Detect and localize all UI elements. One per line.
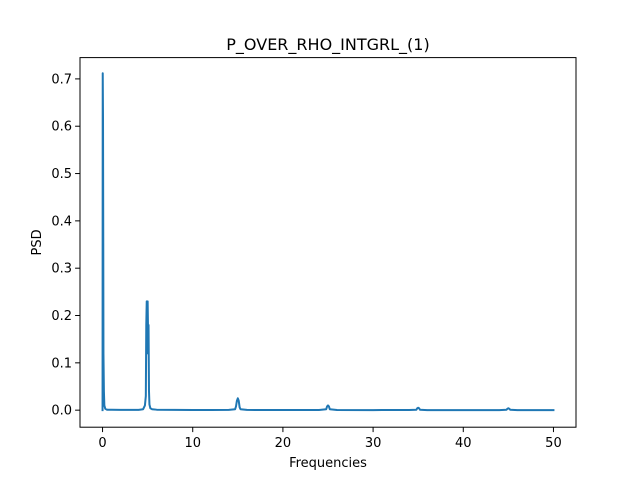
y-tick-label: 0.5: [51, 167, 72, 182]
axes-layer: 0 10 20 30 40 50 0.0 0.1 0.2 0.3 0.4 0.5 0.6 0.7: [51, 72, 561, 451]
x-tick-label: 10: [184, 436, 201, 451]
plot-frame: [79, 57, 577, 428]
x-tick-label: 50: [545, 436, 562, 451]
series-line-0: [101, 72, 555, 412]
x-axis-title: Frequencies: [289, 456, 367, 471]
plot-area: [80, 57, 576, 428]
chart-title: P_OVER_RHO_INTGRL_(1): [226, 35, 429, 55]
x-tick-label: 30: [365, 436, 382, 451]
x-tick-label: 20: [275, 436, 292, 451]
y-tick-label: 0.7: [51, 72, 72, 87]
y-axis-title: PSD: [30, 229, 45, 255]
y-tick-label: 0.0: [51, 404, 72, 419]
y-tick-label: 0.3: [51, 262, 72, 277]
y-tick-label: 0.6: [51, 120, 72, 135]
x-tick-label: 0: [98, 436, 106, 451]
x-tick-label: 40: [455, 436, 472, 451]
y-tick-label: 0.1: [51, 356, 72, 371]
y-tick-label: 0.4: [51, 214, 72, 229]
y-tick-label: 0.2: [51, 309, 72, 324]
data-layer: [101, 72, 555, 412]
